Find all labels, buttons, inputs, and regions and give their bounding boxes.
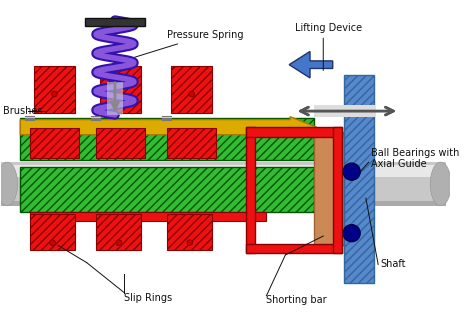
Bar [314,132,344,246]
Bar [167,214,212,250]
Bar [96,214,142,250]
Bar [1,162,447,206]
Bar [246,244,342,253]
Bar [96,128,145,159]
Bar [108,82,123,115]
Circle shape [189,91,194,97]
Bar [246,127,342,137]
Text: Shorting bar: Shorting bar [266,295,327,306]
Bar [20,167,314,213]
Bar [20,118,314,160]
Circle shape [343,225,360,242]
Ellipse shape [0,162,18,206]
Bar [344,75,374,283]
Bar [30,214,75,250]
Bar [333,127,342,253]
Bar [34,66,75,113]
Ellipse shape [430,162,451,206]
Circle shape [187,240,192,246]
Bar [30,128,79,159]
Text: Pressure Spring: Pressure Spring [135,30,244,57]
Text: Slip Rings: Slip Rings [125,293,173,303]
Circle shape [343,163,360,180]
Bar [85,18,145,26]
Circle shape [50,240,55,246]
Text: Shaft: Shaft [380,260,406,269]
Bar [167,128,216,159]
Bar [1,201,447,206]
FancyArrow shape [20,117,317,138]
Bar [314,105,375,117]
Text: Ball Bearings with
Axial Guide: Ball Bearings with Axial Guide [371,148,459,169]
Circle shape [118,91,124,97]
Bar [246,127,255,253]
Polygon shape [289,51,333,78]
Circle shape [116,240,122,246]
Bar [100,66,142,113]
Text: Brushes: Brushes [3,106,43,116]
Text: Lifting Device: Lifting Device [295,23,362,33]
Circle shape [52,91,57,97]
Bar [171,66,212,113]
Bar [30,213,266,221]
Bar [1,165,447,177]
